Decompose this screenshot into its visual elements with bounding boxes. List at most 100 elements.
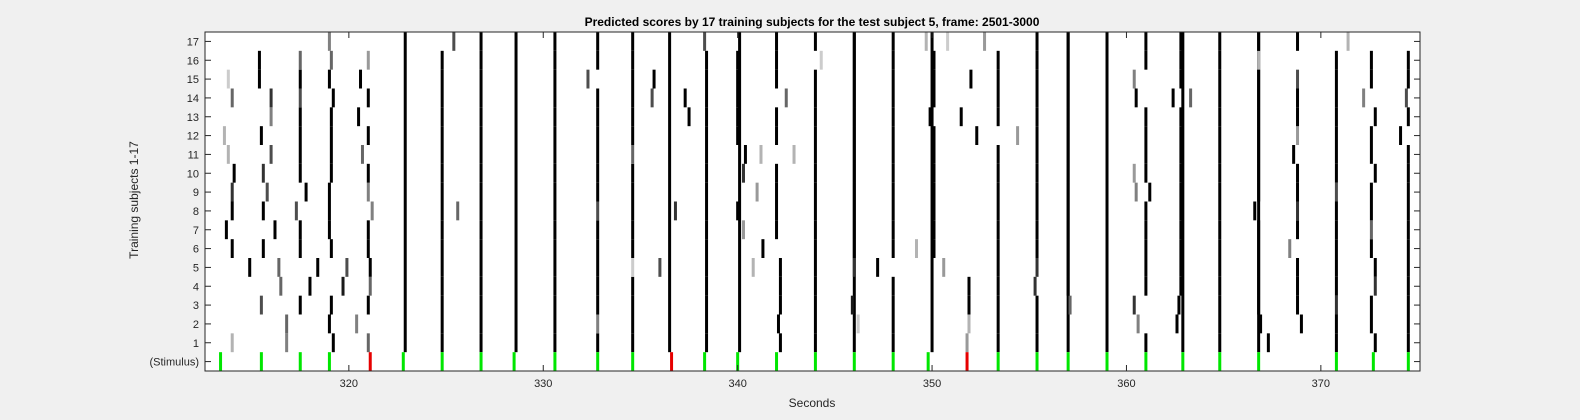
score-mark-subject-2	[596, 314, 600, 334]
score-mark-subject-7	[705, 220, 709, 240]
score-mark-subject-6	[1369, 239, 1373, 258]
score-mark-subject-15	[969, 69, 973, 89]
score-mark-subject-17	[1144, 32, 1148, 51]
stimulus-mark-green	[1035, 352, 1039, 371]
score-mark-subject-2	[631, 314, 635, 334]
score-mark-subject-3	[329, 295, 333, 315]
score-mark-subject-16	[596, 50, 600, 70]
score-mark-subject-4	[368, 276, 372, 296]
score-mark-subject-9	[265, 182, 269, 202]
x-tick-label: 320	[340, 378, 358, 390]
score-mark-subject-5	[440, 258, 444, 277]
score-mark-subject-11	[479, 145, 483, 164]
x-tick-label: 350	[923, 378, 941, 390]
score-mark-subject-8	[631, 201, 635, 221]
score-mark-subject-6	[1288, 239, 1292, 258]
score-mark-subject-11	[298, 145, 302, 164]
score-mark-subject-13	[553, 107, 557, 127]
score-mark-subject-2	[553, 314, 557, 334]
score-mark-subject-17	[1218, 32, 1222, 51]
stimulus-mark-green	[401, 352, 405, 371]
score-mark-subject-15	[479, 69, 483, 89]
score-mark-subject-7	[1334, 220, 1338, 240]
stimulus-mark-green	[1066, 352, 1070, 371]
score-mark-subject-14	[996, 88, 1000, 108]
score-mark-subject-14	[230, 88, 234, 108]
score-mark-subject-2	[1299, 314, 1303, 334]
score-mark-subject-4	[1296, 276, 1300, 296]
score-mark-subject-13	[959, 107, 963, 127]
score-mark-subject-8	[553, 201, 557, 221]
score-mark-subject-15	[1257, 69, 1261, 89]
score-mark-subject-9	[996, 182, 1000, 202]
score-mark-subject-4	[1144, 276, 1148, 296]
score-mark-subject-3	[1334, 295, 1338, 315]
score-mark-subject-9	[304, 182, 308, 202]
score-mark-subject-8	[775, 201, 779, 221]
score-mark-subject-9	[852, 182, 856, 202]
score-mark-subject-9	[479, 182, 483, 202]
score-mark-subject-3	[1132, 295, 1136, 315]
score-mark-subject-14	[683, 88, 687, 108]
score-mark-subject-12	[479, 126, 483, 145]
score-mark-subject-12	[1296, 126, 1300, 145]
score-mark-subject-11	[1035, 145, 1039, 164]
stimulus-mark-green	[1181, 352, 1185, 371]
score-mark-subject-11	[1066, 145, 1070, 164]
score-mark-subject-3	[1068, 295, 1072, 315]
x-axis: 320 330 340 350 360 370	[340, 32, 1330, 390]
plot-background	[205, 32, 1420, 371]
score-mark-subject-17	[813, 32, 817, 51]
score-mark-subject-12	[553, 126, 557, 145]
score-mark-subject-11	[705, 145, 709, 164]
score-mark-subject-16	[705, 50, 709, 70]
score-mark-subject-12	[891, 126, 895, 145]
score-mark-subject-2	[856, 314, 860, 334]
score-mark-subject-5	[1257, 258, 1261, 277]
score-mark-subject-13	[298, 107, 302, 127]
score-mark-subject-13	[1296, 107, 1300, 127]
score-mark-subject-4	[1373, 276, 1377, 296]
stimulus-mark-green	[813, 352, 817, 371]
score-mark-subject-4	[1406, 276, 1410, 296]
y-tick-label: 11	[188, 149, 199, 161]
score-mark-subject-1	[1334, 333, 1338, 353]
score-mark-subject-7	[813, 220, 817, 240]
stimulus-mark-red	[368, 352, 372, 371]
score-mark-subject-17	[452, 32, 456, 51]
score-mark-subject-6	[1035, 239, 1039, 258]
y-tick-label: 14	[187, 93, 199, 105]
score-mark-subject-7	[1144, 220, 1148, 240]
score-mark-subject-9	[631, 182, 635, 202]
score-mark-subject-7	[891, 220, 895, 240]
y-tick-label: 16	[187, 55, 199, 67]
score-mark-subject-3	[366, 295, 370, 315]
score-mark-subject-9	[1066, 182, 1070, 202]
score-mark-subject-6	[1144, 239, 1148, 258]
score-mark-subject-2	[1035, 314, 1039, 334]
score-mark-subject-5	[479, 258, 483, 277]
score-mark-subject-10	[1296, 163, 1300, 183]
score-mark-subject-5	[705, 258, 709, 277]
y-tick-label: 15	[187, 74, 199, 86]
score-mark-subject-8	[852, 201, 856, 221]
score-mark-subject-6	[1334, 239, 1338, 258]
score-mark-subject-14	[1296, 88, 1300, 108]
score-mark-subject-14	[813, 88, 817, 108]
score-mark-subject-4	[1334, 276, 1338, 296]
score-mark-subject-2	[285, 314, 289, 334]
score-mark-subject-5	[1066, 258, 1070, 277]
score-mark-subject-4	[1218, 276, 1222, 296]
score-mark-subject-13	[1066, 107, 1070, 127]
y-tick-label: 8	[193, 206, 199, 218]
score-mark-subject-14	[596, 88, 600, 108]
score-mark-subject-3	[440, 295, 444, 315]
score-mark-subject-10	[813, 163, 817, 183]
score-mark-subject-11	[1334, 145, 1338, 164]
score-mark-subject-17	[596, 32, 600, 51]
score-mark-subject-11	[596, 145, 600, 164]
score-mark-subject-12	[298, 126, 302, 145]
score-mark-subject-16	[1144, 50, 1148, 70]
score-mark-subject-13	[1218, 107, 1222, 127]
score-mark-subject-5	[1218, 258, 1222, 277]
